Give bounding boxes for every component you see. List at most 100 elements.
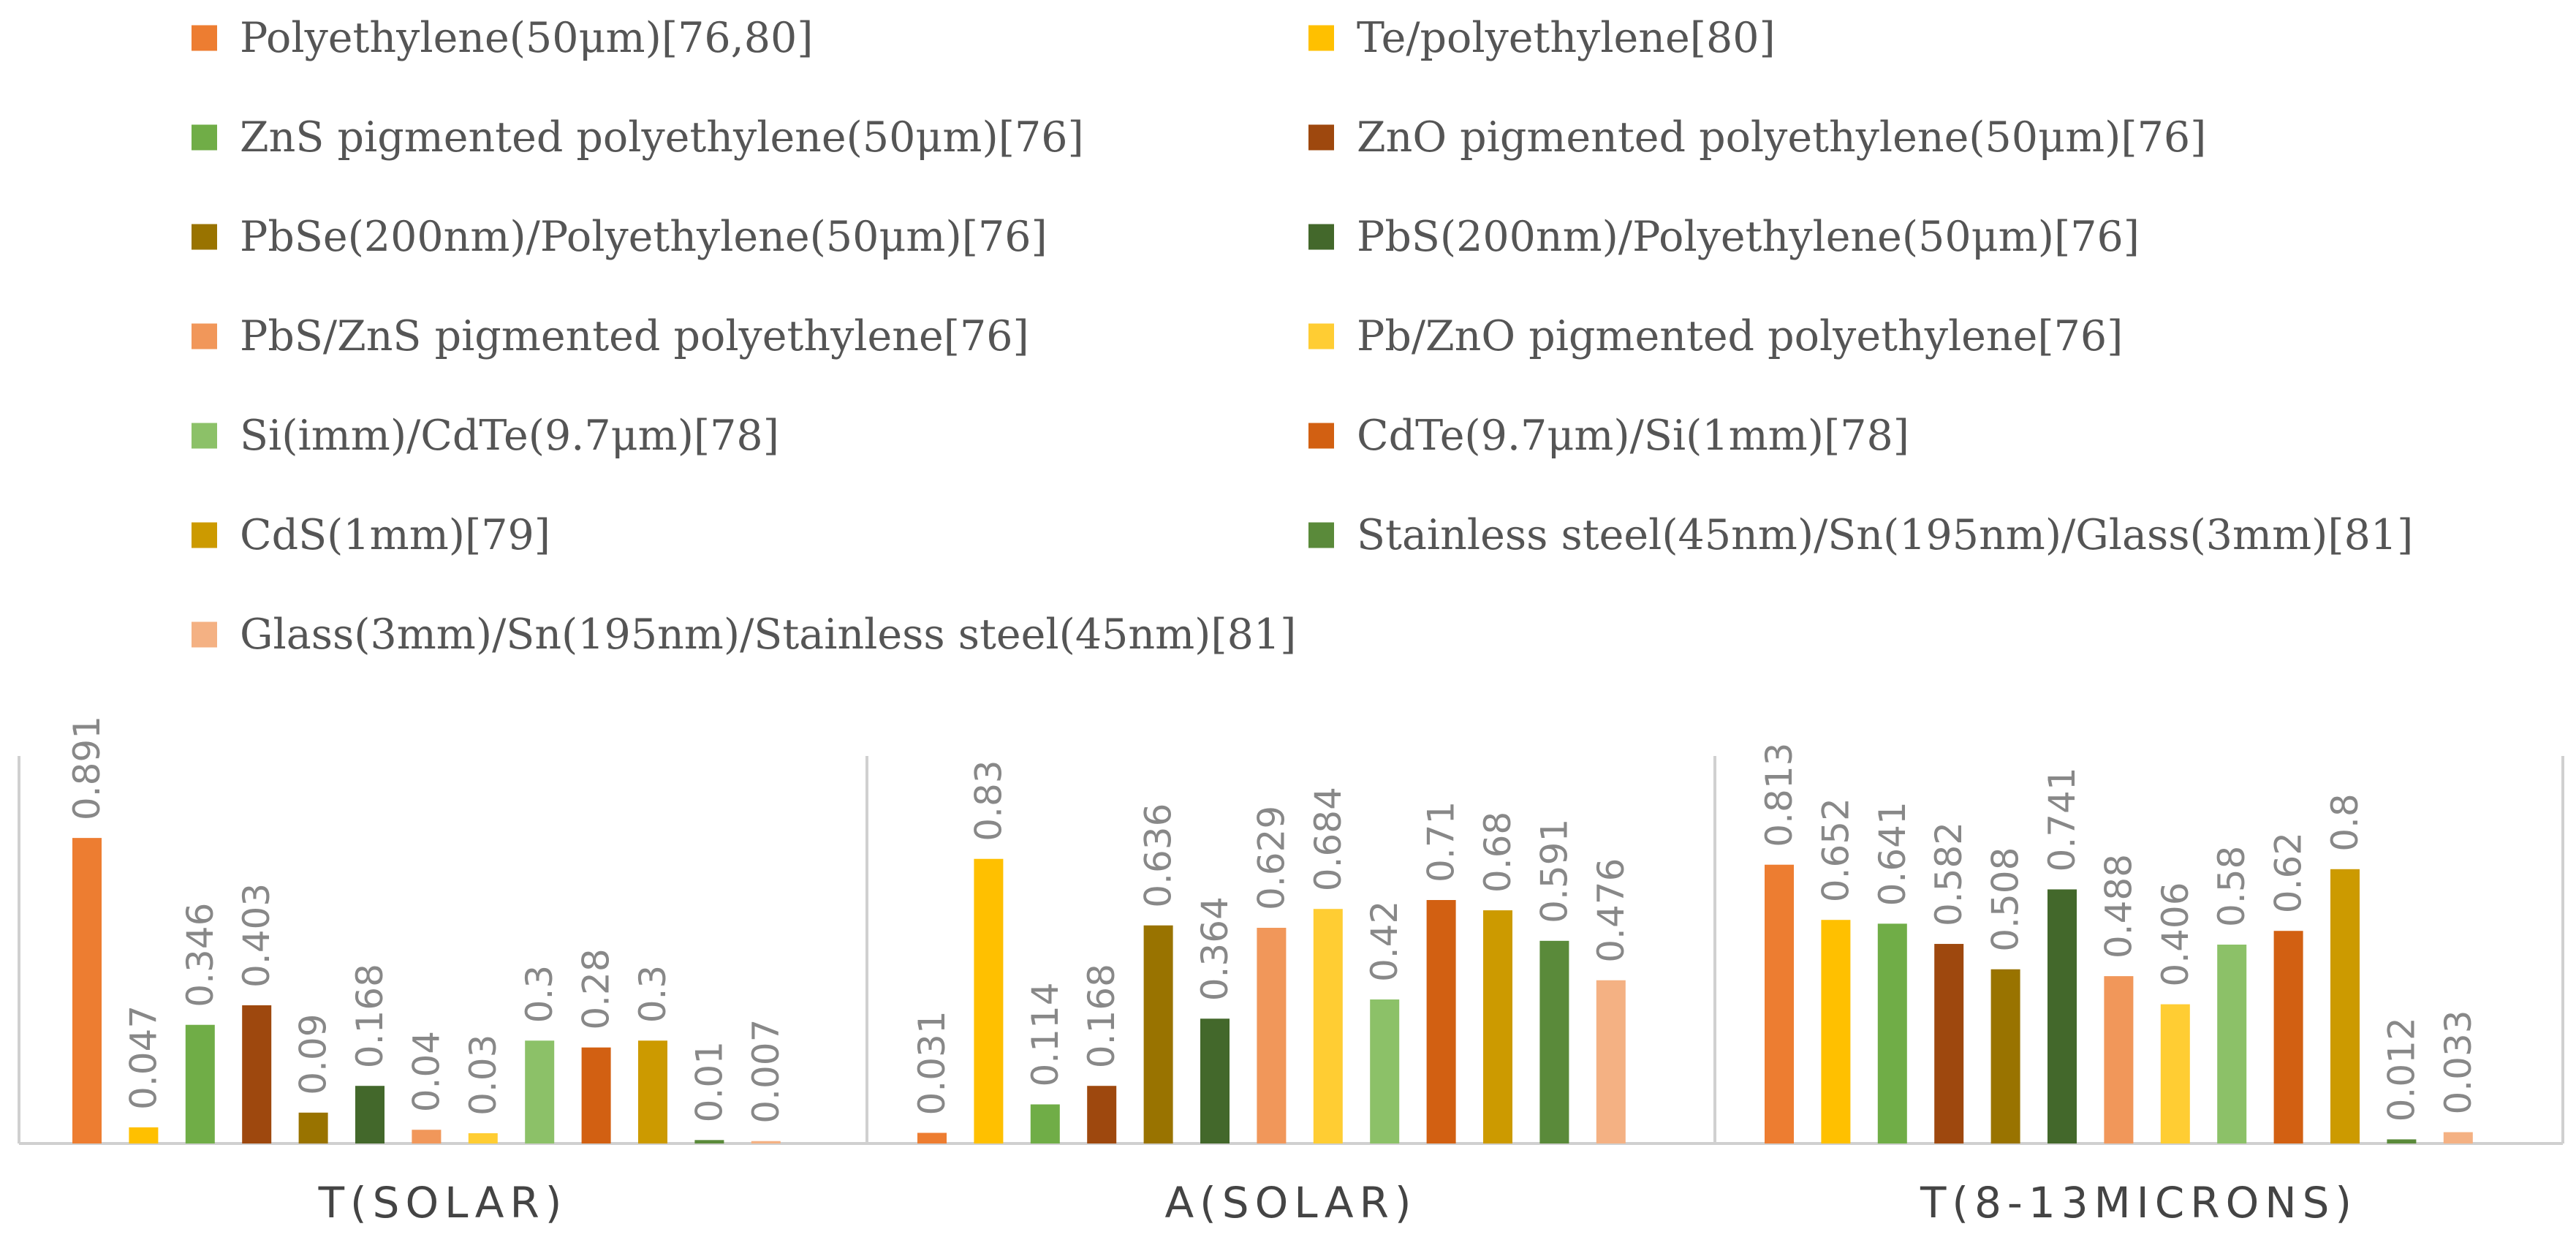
legend-item-pbse-200nm-polyethylene-50-m-76: PbSe(200nm)/Polyethylene(50μm)[76] (192, 213, 1048, 261)
legend-label: CdS(1mm)[79] (240, 511, 550, 559)
bar-cds-1mm-79-a-solar (1483, 910, 1512, 1143)
legend-swatch (192, 224, 217, 250)
bar-zns-pigmented-polyethylene-50-m-76-t-solar (185, 1024, 215, 1143)
legend-item-glass-3mm-sn-195nm-stainless-steel-45nm-81: Glass(3mm)/Sn(195nm)/Stainless steel(45n… (192, 610, 1296, 659)
legend-swatch (192, 522, 217, 548)
data-label: 0.641 (1871, 801, 1914, 906)
legend-label: PbS/ZnS pigmented polyethylene[76] (240, 312, 1029, 360)
bar-te-polyethylene-80-t-solar (129, 1127, 159, 1143)
bar-cdte-9-7-m-si-1mm-78-a-solar (1426, 900, 1456, 1143)
data-label: 0.168 (349, 964, 391, 1068)
bar-polyethylene-50-m-76-80-t-solar (72, 838, 102, 1143)
bar-si-imm-cdte-9-7-m-78-t-solar (525, 1040, 555, 1143)
bar-cds-1mm-79-t-solar (638, 1040, 667, 1143)
data-labels: 0.891 0.047 0.346 0.403 0.09 0.168 0.04 0.03 0.3… (66, 716, 2480, 1124)
legend-swatch (192, 25, 217, 51)
bar-te-polyethylene-80-t-8-13microns (1821, 920, 1851, 1143)
data-label: 0.71 (1420, 801, 1463, 882)
legend-label: CdTe(9.7μm)/Si(1mm)[78] (1357, 412, 1909, 460)
bar-pbs-zns-pigmented-polyethylene-76-t-8-13microns (2104, 976, 2134, 1143)
legend-label: ZnO pigmented polyethylene(50μm)[76] (1357, 113, 2206, 162)
data-label: 0.01 (688, 1041, 730, 1122)
legend-swatch (192, 423, 217, 449)
data-label: 0.04 (405, 1031, 447, 1112)
bar-pb-zno-pigmented-polyethylene-76-a-solar (1313, 909, 1343, 1143)
category-label-a-solar: A(SOLAR) (1164, 1178, 1417, 1228)
bar-zno-pigmented-polyethylene-50-m-76-t-8-13microns (1934, 944, 1964, 1143)
legend-swatch (1308, 124, 1334, 151)
legend-label: Polyethylene(50μm)[76,80] (240, 14, 814, 62)
legend-swatch (1308, 25, 1334, 51)
data-label: 0.83 (967, 760, 1009, 841)
legend-item-cdte-9-7-m-si-1mm-78: CdTe(9.7μm)/Si(1mm)[78] (1308, 412, 1909, 460)
legend-item-te-polyethylene-80: Te/polyethylene[80] (1308, 14, 1776, 62)
legend-label: PbSe(200nm)/Polyethylene(50μm)[76] (240, 213, 1048, 261)
data-label: 0.28 (575, 948, 618, 1029)
bar-cds-1mm-79-t-8-13microns (2330, 869, 2360, 1143)
data-label: 0.406 (2154, 882, 2197, 986)
legend-swatch (1308, 323, 1334, 349)
legend: Polyethylene(50μm)[76,80] Te/polyethylene… (192, 14, 2413, 659)
bar-zns-pigmented-polyethylene-50-m-76-a-solar (1030, 1104, 1060, 1143)
legend-item-polyethylene-50-m-76-80: Polyethylene(50μm)[76,80] (192, 14, 814, 62)
bar-stainless-steel-45nm-sn-195nm-glass-3mm-81-t-8-13microns (2387, 1139, 2417, 1143)
data-label: 0.488 (2097, 854, 2140, 959)
data-label: 0.476 (1590, 858, 1632, 963)
legend-item-cds-1mm-79: CdS(1mm)[79] (192, 511, 550, 559)
legend-label: Te/polyethylene[80] (1357, 14, 1776, 62)
bar-cdte-9-7-m-si-1mm-78-t-solar (581, 1047, 611, 1143)
legend-label: Si(imm)/CdTe(9.7μm)[78] (240, 412, 779, 460)
data-label: 0.741 (2041, 767, 2083, 872)
data-label: 0.62 (2268, 832, 2310, 913)
plot-area (18, 756, 2564, 1145)
data-label: 0.891 (66, 716, 108, 820)
bar-stainless-steel-45nm-sn-195nm-glass-3mm-81-a-solar (1539, 940, 1569, 1143)
legend-item-zns-pigmented-polyethylene-50-m-76: ZnS pigmented polyethylene(50μm)[76] (192, 113, 1084, 162)
data-label: 0.652 (1814, 798, 1857, 902)
data-label: 0.346 (179, 903, 221, 1007)
data-label: 0.168 (1080, 964, 1123, 1068)
bar-glass-3mm-sn-195nm-stainless-steel-45nm-81-t-solar (751, 1141, 781, 1143)
bar-glass-3mm-sn-195nm-stainless-steel-45nm-81-t-8-13microns (2443, 1132, 2473, 1143)
category-label-t-solar: T(SOLAR) (318, 1178, 568, 1228)
bars (72, 838, 2473, 1143)
legend-label: PbS(200nm)/Polyethylene(50μm)[76] (1357, 213, 2140, 261)
bar-pbse-200nm-polyethylene-50-m-76-t-8-13microns (1990, 969, 2020, 1143)
data-label: 0.42 (1363, 901, 1406, 982)
legend-swatch (1308, 423, 1334, 449)
data-label: 0.007 (745, 1019, 787, 1124)
bar-pbs-zns-pigmented-polyethylene-76-a-solar (1257, 927, 1287, 1143)
bar-cdte-9-7-m-si-1mm-78-t-8-13microns (2273, 931, 2303, 1143)
data-label: 0.403 (235, 883, 278, 988)
bar-pbse-200nm-polyethylene-50-m-76-t-solar (298, 1112, 328, 1143)
data-label: 0.03 (462, 1035, 504, 1116)
bar-pbs-200nm-polyethylene-50-m-76-t-solar (355, 1086, 384, 1143)
legend-swatch (1308, 522, 1334, 548)
data-label: 0.582 (1928, 822, 1970, 926)
data-label: 0.508 (1985, 847, 2027, 952)
legend-label: Pb/ZnO pigmented polyethylene[76] (1357, 312, 2123, 360)
bar-pb-zno-pigmented-polyethylene-76-t-8-13microns (2160, 1004, 2190, 1143)
data-label: 0.012 (2380, 1017, 2422, 1122)
bar-si-imm-cdte-9-7-m-78-a-solar (1370, 999, 1400, 1143)
legend-item-stainless-steel-45nm-sn-195nm-glass-3mm-81: Stainless steel(45nm)/Sn(195nm)/Glass(3m… (1308, 511, 2413, 559)
bar-si-imm-cdte-9-7-m-78-t-8-13microns (2217, 944, 2247, 1143)
legend-label: ZnS pigmented polyethylene(50μm)[76] (240, 113, 1084, 162)
legend-item-si-imm-cdte-9-7-m-78: Si(imm)/CdTe(9.7μm)[78] (192, 412, 779, 460)
bar-zno-pigmented-polyethylene-50-m-76-t-solar (242, 1005, 272, 1143)
data-label: 0.58 (2211, 846, 2253, 927)
data-label: 0.813 (1758, 743, 1800, 847)
data-label: 0.364 (1194, 896, 1236, 1001)
data-label: 0.033 (2437, 1010, 2480, 1114)
data-label: 0.8 (2324, 793, 2366, 852)
legend-swatch (192, 323, 217, 349)
bar-pbs-zns-pigmented-polyethylene-76-t-solar (412, 1130, 442, 1143)
legend-swatch (192, 124, 217, 151)
legend-item-pb-zno-pigmented-polyethylene-76: Pb/ZnO pigmented polyethylene[76] (1308, 312, 2123, 360)
bar-pbs-200nm-polyethylene-50-m-76-a-solar (1200, 1018, 1230, 1143)
data-label: 0.3 (518, 965, 561, 1024)
legend-label: Glass(3mm)/Sn(195nm)/Stainless steel(45n… (240, 610, 1296, 659)
legend-swatch (192, 621, 217, 648)
bar-pb-zno-pigmented-polyethylene-76-t-solar (468, 1133, 498, 1143)
